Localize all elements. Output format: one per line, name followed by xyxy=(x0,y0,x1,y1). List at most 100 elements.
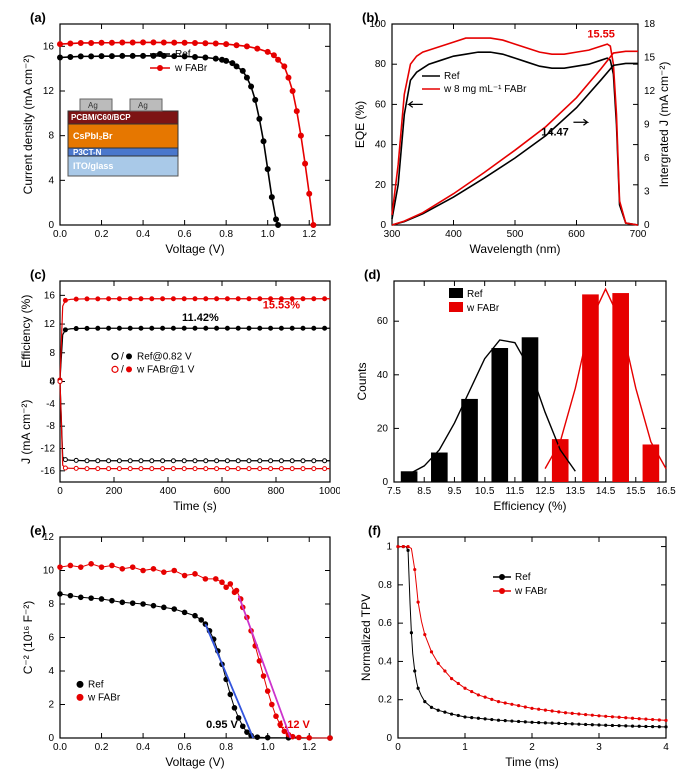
svg-text:Voltage (V): Voltage (V) xyxy=(165,242,224,256)
svg-text:CsPbI₂Br: CsPbI₂Br xyxy=(73,131,113,141)
svg-text:14.5: 14.5 xyxy=(596,486,616,497)
svg-text:w 8 mg mL⁻¹ FABr: w 8 mg mL⁻¹ FABr xyxy=(443,84,527,95)
svg-text:1.2: 1.2 xyxy=(302,742,316,753)
svg-text:0: 0 xyxy=(382,477,388,488)
svg-text:80: 80 xyxy=(375,59,387,70)
svg-text:3: 3 xyxy=(596,742,602,753)
svg-text:ITO/glass: ITO/glass xyxy=(73,161,113,171)
svg-text:400: 400 xyxy=(445,229,462,240)
svg-text:w FABr: w FABr xyxy=(514,586,548,597)
svg-text:60: 60 xyxy=(377,316,389,327)
svg-text:0.6: 0.6 xyxy=(378,618,392,629)
svg-text:/: / xyxy=(121,351,124,362)
svg-text:10.5: 10.5 xyxy=(475,486,495,497)
svg-text:Ref@0.82 V: Ref@0.82 V xyxy=(137,351,192,362)
svg-text:16: 16 xyxy=(44,290,56,301)
svg-text:12: 12 xyxy=(644,86,656,97)
svg-text:0: 0 xyxy=(386,733,392,744)
svg-text:12: 12 xyxy=(44,319,56,330)
svg-text:Efficiency (%): Efficiency (%) xyxy=(493,499,566,513)
svg-text:2: 2 xyxy=(48,700,54,711)
svg-text:60: 60 xyxy=(375,99,387,110)
svg-text:(b): (b) xyxy=(362,10,379,25)
svg-text:0.6: 0.6 xyxy=(178,742,192,753)
svg-text:EQE (%): EQE (%) xyxy=(353,101,367,148)
svg-text:1.0: 1.0 xyxy=(261,229,275,240)
svg-text:15.55: 15.55 xyxy=(587,28,615,40)
svg-text:Time (ms): Time (ms) xyxy=(505,755,559,769)
svg-text:18: 18 xyxy=(644,19,656,30)
svg-text:0.95 V: 0.95 V xyxy=(206,719,238,731)
svg-text:0: 0 xyxy=(644,220,650,231)
svg-text:1: 1 xyxy=(462,742,468,753)
svg-text:-4: -4 xyxy=(46,398,55,409)
svg-text:20: 20 xyxy=(375,180,387,191)
svg-text:J (mA cm⁻²): J (mA cm⁻²) xyxy=(19,399,33,463)
svg-text:0.4: 0.4 xyxy=(378,657,392,668)
svg-text:1000: 1000 xyxy=(319,486,340,497)
svg-text:8: 8 xyxy=(48,599,54,610)
svg-text:Ref: Ref xyxy=(515,572,531,583)
svg-text:1.12 V: 1.12 V xyxy=(278,719,310,731)
svg-text:Efficiency (%): Efficiency (%) xyxy=(19,294,33,367)
svg-text:6: 6 xyxy=(644,153,650,164)
svg-text:(d): (d) xyxy=(364,267,381,282)
panel-e: 0.00.20.40.60.81.01.2024681012Voltage (V… xyxy=(10,523,340,774)
svg-text:40: 40 xyxy=(375,140,387,151)
panel-f: 0123400.20.40.60.81Time (ms)Normalized T… xyxy=(346,523,676,774)
svg-text:3: 3 xyxy=(644,187,650,198)
svg-text:w FABr: w FABr xyxy=(466,303,500,314)
svg-text:Time (s): Time (s) xyxy=(173,499,217,513)
svg-text:PCBM/C60/BCP: PCBM/C60/BCP xyxy=(71,113,131,122)
svg-text:13.5: 13.5 xyxy=(566,486,586,497)
svg-text:4: 4 xyxy=(48,666,54,677)
svg-text:C⁻² (10¹⁶ F⁻²): C⁻² (10¹⁶ F⁻²) xyxy=(21,601,35,675)
svg-text:0.8: 0.8 xyxy=(219,742,233,753)
svg-text:0.6: 0.6 xyxy=(178,229,192,240)
svg-text:Ag: Ag xyxy=(138,101,148,110)
svg-text:w FABr: w FABr xyxy=(174,63,208,74)
svg-text:P3CT-N: P3CT-N xyxy=(73,148,102,157)
svg-text:1.2: 1.2 xyxy=(302,229,316,240)
svg-text:12.5: 12.5 xyxy=(535,486,555,497)
svg-text:7.5: 7.5 xyxy=(387,486,401,497)
svg-text:Voltage (V): Voltage (V) xyxy=(165,755,224,769)
svg-text:600: 600 xyxy=(568,229,585,240)
svg-text:200: 200 xyxy=(106,486,123,497)
svg-text:(a): (a) xyxy=(30,10,46,25)
svg-text:10: 10 xyxy=(43,566,55,577)
svg-text:/: / xyxy=(121,364,124,375)
panel-b: 300400500600700020406080100Wavelength (n… xyxy=(346,10,676,261)
svg-text:Ref: Ref xyxy=(175,49,191,60)
panel-c: 02004006008001000481216-16-12-8-40Time (… xyxy=(10,267,340,518)
svg-text:8: 8 xyxy=(48,131,54,142)
svg-text:16: 16 xyxy=(43,41,55,52)
svg-text:-8: -8 xyxy=(46,421,55,432)
svg-text:-12: -12 xyxy=(41,443,56,454)
svg-text:8.5: 8.5 xyxy=(417,486,431,497)
svg-text:0.2: 0.2 xyxy=(95,229,109,240)
svg-text:Ag: Ag xyxy=(88,101,98,110)
svg-text:400: 400 xyxy=(160,486,177,497)
svg-text:0: 0 xyxy=(395,742,401,753)
svg-text:Ref: Ref xyxy=(88,680,104,691)
svg-text:8: 8 xyxy=(49,347,55,358)
svg-text:2: 2 xyxy=(529,742,535,753)
svg-text:-16: -16 xyxy=(41,465,56,476)
svg-text:(f): (f) xyxy=(368,523,381,538)
svg-text:11.42%: 11.42% xyxy=(182,312,219,324)
svg-text:500: 500 xyxy=(507,229,524,240)
svg-text:0.8: 0.8 xyxy=(378,580,392,591)
svg-text:1: 1 xyxy=(386,542,392,553)
svg-text:0: 0 xyxy=(380,220,386,231)
svg-text:Wavelength (nm): Wavelength (nm) xyxy=(470,242,561,256)
svg-text:4: 4 xyxy=(48,175,54,186)
svg-text:0.2: 0.2 xyxy=(378,695,392,706)
svg-text:Intergrated J (mA cm⁻²): Intergrated J (mA cm⁻²) xyxy=(657,62,671,188)
svg-text:15: 15 xyxy=(644,53,656,64)
svg-text:20: 20 xyxy=(377,423,389,434)
svg-text:0.0: 0.0 xyxy=(53,742,67,753)
svg-text:6: 6 xyxy=(48,633,54,644)
svg-text:0.8: 0.8 xyxy=(219,229,233,240)
svg-text:Normalized TPV: Normalized TPV xyxy=(359,594,373,681)
